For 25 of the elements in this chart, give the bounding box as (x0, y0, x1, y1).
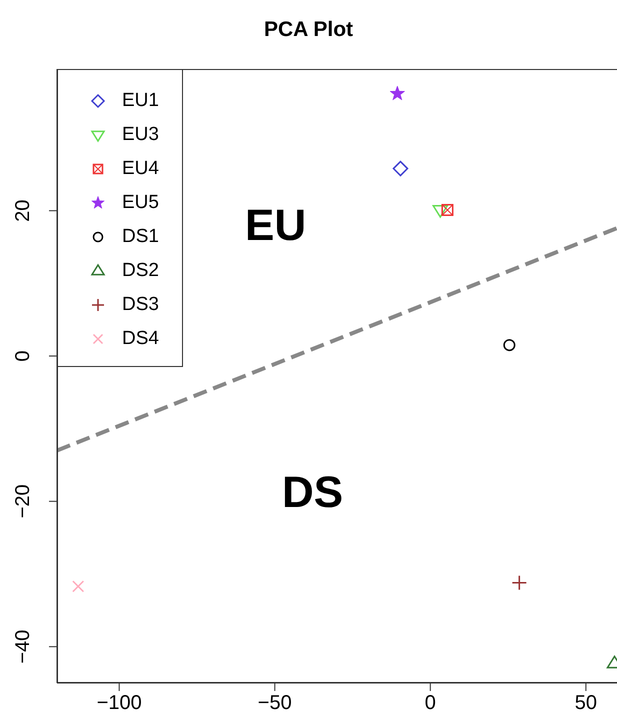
chart-title: PCA Plot (262, 18, 354, 42)
x-tick-label: 0 (424, 692, 436, 714)
y-tick-label: 0 (12, 350, 34, 362)
legend-label: EU3 (122, 124, 159, 146)
point (503, 339, 516, 352)
y-tick-label: −40 (12, 630, 34, 664)
y-tick-label: 20 (12, 200, 34, 222)
point (390, 86, 405, 100)
annotation: EU (245, 200, 306, 252)
legend-label: DS3 (122, 294, 159, 316)
x-tick-label: −50 (258, 692, 292, 714)
annotation: DS (282, 467, 344, 519)
legend-label: DS4 (122, 328, 159, 350)
point (512, 574, 528, 590)
x-tick-label: −100 (96, 692, 142, 714)
x-tick-label: 50 (574, 692, 598, 714)
legend-label: EU5 (122, 192, 159, 214)
y-tick-label: −20 (12, 484, 34, 518)
legend-label: DS2 (122, 260, 159, 282)
point (392, 160, 408, 176)
point (72, 580, 84, 592)
legend-label: EU4 (122, 158, 159, 180)
point (441, 204, 454, 216)
legend-label: EU1 (122, 90, 159, 112)
legend-label: DS1 (122, 226, 159, 248)
